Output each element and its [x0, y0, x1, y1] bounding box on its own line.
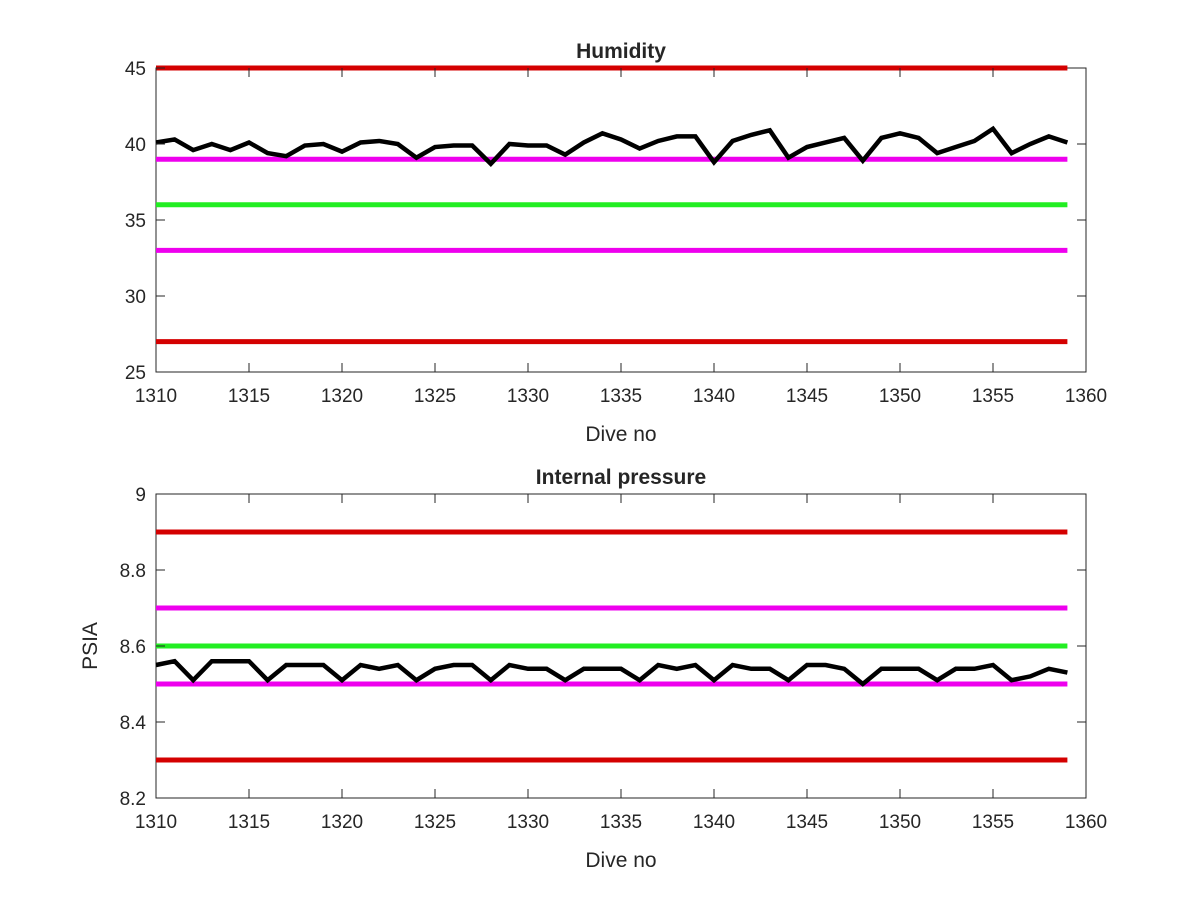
pressure-y-axis-label: PSIA: [79, 622, 102, 670]
pressure-x-axis-label: Dive no: [585, 849, 656, 872]
humidity-chart-title: Humidity: [576, 40, 666, 63]
humidity-y-tick-label: 30: [125, 287, 146, 308]
humidity-x-tick-label: 1325: [414, 386, 456, 407]
humidity-x-tick-label: 1330: [507, 386, 549, 407]
pressure-x-tick-label: 1315: [228, 812, 270, 833]
pressure-reference-lines: [156, 529, 1068, 763]
humidity-x-tick-label: 1335: [600, 386, 642, 407]
pressure-y-tick-label: 8.8: [120, 561, 146, 582]
humidity-y-tick-label: 40: [125, 135, 146, 156]
humidity-series-line-0: [155, 125, 1069, 167]
humidity-chart: 1310 1315 1320 1325 1330 1335 1340 1345 1350 1355…: [125, 40, 1107, 446]
humidity-x-tick-label: 1310: [135, 386, 177, 407]
pressure-x-tick-label: 1350: [879, 812, 921, 833]
pressure-x-ticks: 1310 1315 1320 1325 1330 1335 1340 1345 1350 1355…: [135, 494, 1107, 833]
pressure-x-tick-label: 1345: [786, 812, 828, 833]
internal-pressure-chart: 1310 1315 1320 1325 1330 1335 1340 1345 1350 1355…: [79, 466, 1107, 872]
humidity-y-tick-label: 45: [125, 59, 146, 80]
pressure-series-line-0: [155, 658, 1068, 687]
pressure-series: [155, 658, 1068, 687]
pressure-x-tick-label: 1330: [507, 812, 549, 833]
pressure-x-tick-label: 1360: [1065, 812, 1107, 833]
pressure-y-tick-label: 8.4: [120, 713, 147, 734]
humidity-y-ticks: 25 30 35 40 45: [125, 59, 1086, 384]
pressure-chart-title: Internal pressure: [536, 466, 706, 489]
humidity-y-tick-label: 35: [125, 211, 146, 232]
humidity-x-tick-label: 1320: [321, 386, 363, 407]
humidity-y-tick-label: 25: [125, 363, 146, 384]
humidity-x-tick-label: 1315: [228, 386, 270, 407]
humidity-x-tick-label: 1340: [693, 386, 735, 407]
humidity-plot-area: [155, 67, 1087, 373]
pressure-y-tick-label: 9: [135, 485, 146, 506]
pressure-x-tick-label: 1325: [414, 812, 456, 833]
pressure-y-tick-label: 8.2: [120, 789, 146, 810]
pressure-y-tick-label: 8.6: [120, 637, 146, 658]
humidity-reference-lines: [156, 65, 1068, 345]
pressure-x-tick-label: 1320: [321, 812, 363, 833]
pressure-x-tick-label: 1355: [972, 812, 1014, 833]
pressure-y-ticks: 8.2 8.4 8.6 8.8 9: [120, 485, 1086, 810]
humidity-x-tick-label: 1345: [786, 386, 828, 407]
humidity-x-ticks: 1310 1315 1320 1325 1330 1335 1340 1345 1350 1355…: [135, 68, 1107, 407]
pressure-x-tick-label: 1340: [693, 812, 735, 833]
humidity-x-axis-label: Dive no: [585, 423, 656, 446]
humidity-x-tick-label: 1360: [1065, 386, 1107, 407]
pressure-x-tick-label: 1310: [135, 812, 177, 833]
humidity-x-tick-label: 1350: [879, 386, 921, 407]
humidity-series: [155, 125, 1069, 167]
pressure-x-tick-label: 1335: [600, 812, 642, 833]
humidity-x-tick-label: 1355: [972, 386, 1014, 407]
